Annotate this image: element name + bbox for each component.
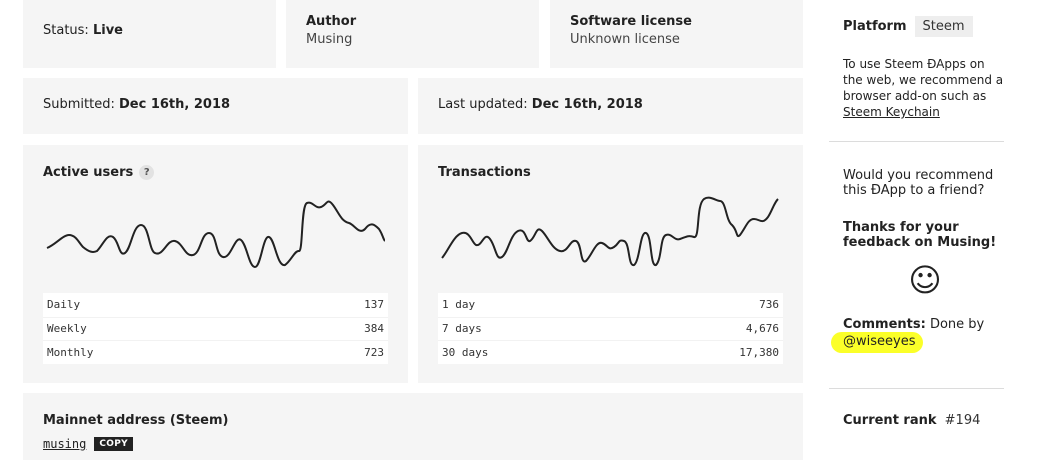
comments-text: Done by xyxy=(929,317,985,332)
feedback-thanks: Thanks for your feedback on Musing! xyxy=(843,220,997,250)
platform-tag[interactable]: Steem xyxy=(914,16,973,37)
submitted-text: Submitted: Dec 16th, 2018 xyxy=(43,97,230,112)
platform-note: To use Steem ĐApps on the web, we recomm… xyxy=(843,56,1005,120)
author-label: Author xyxy=(306,14,357,29)
author-value[interactable]: Musing xyxy=(306,32,353,47)
smiley-face-icon[interactable]: ☺ xyxy=(908,261,942,299)
license-label: Software license xyxy=(570,14,692,29)
recommend-question: Would you recommend this ĐApp to a frien… xyxy=(843,168,994,198)
divider xyxy=(829,388,1004,389)
stat-label: 7 days xyxy=(442,322,482,336)
stat-row: 1 day 736 xyxy=(438,293,783,317)
platform-row: Platform Steem xyxy=(843,16,1005,37)
active-users-title: Active users xyxy=(43,165,134,180)
transactions-card: Transactions 1 day 736 7 days 4,676 30 d… xyxy=(418,145,803,383)
divider xyxy=(829,141,1004,142)
platform-label: Platform xyxy=(843,19,907,34)
status-text: Status: Live xyxy=(43,23,123,38)
stat-value: 723 xyxy=(364,345,384,359)
stat-label: 1 day xyxy=(442,298,476,312)
stat-row: 7 days 4,676 xyxy=(438,316,783,341)
rank-label: Current rank xyxy=(843,413,937,428)
mainnet-address-link[interactable]: musing xyxy=(43,437,87,451)
rank-value: #194 xyxy=(944,413,981,428)
active-users-card: Active users? Daily 137 Weekly 384 Month… xyxy=(23,145,408,383)
stat-label: Monthly xyxy=(47,345,94,359)
comments-user-link[interactable]: @wiseeyes xyxy=(831,332,924,353)
comments: Comments: Done by xyxy=(843,317,1005,332)
active-users-sparkline xyxy=(46,200,385,268)
stat-value: 17,380 xyxy=(739,345,779,359)
transactions-stats: 1 day 736 7 days 4,676 30 days 17,380 xyxy=(438,293,783,364)
transactions-title: Transactions xyxy=(438,165,531,180)
updated-card: Last updated: Dec 16th, 2018 xyxy=(418,78,803,134)
submitted-label: Submitted: xyxy=(43,97,115,112)
transactions-sparkline xyxy=(441,196,779,267)
stat-label: Daily xyxy=(47,298,81,312)
stat-value: 137 xyxy=(364,298,384,312)
status-card: Status: Live xyxy=(23,0,276,68)
stat-row: Monthly 723 xyxy=(43,340,388,364)
license-card: Software license Unknown license xyxy=(550,0,803,68)
updated-value: Dec 16th, 2018 xyxy=(531,97,643,112)
rank-row: Current rank #194 xyxy=(843,413,1005,428)
active-users-heading: Active users? xyxy=(43,165,155,180)
submitted-card: Submitted: Dec 16th, 2018 xyxy=(23,78,408,134)
submitted-value: Dec 16th, 2018 xyxy=(118,97,231,112)
active-users-stats: Daily 137 Weekly 384 Monthly 723 xyxy=(43,293,388,364)
stat-value: 736 xyxy=(759,298,779,312)
stat-label: 30 days xyxy=(442,345,489,359)
comments-label: Comments: xyxy=(843,317,926,332)
stat-label: Weekly xyxy=(47,322,87,336)
copy-button[interactable]: COPY xyxy=(94,437,133,451)
mainnet-card: Mainnet address (Steem) musing COPY xyxy=(23,393,803,460)
mainnet-title: Mainnet address (Steem) xyxy=(43,413,229,428)
updated-label: Last updated: xyxy=(438,97,528,112)
updated-text: Last updated: Dec 16th, 2018 xyxy=(438,97,643,112)
comments-user-line: @wiseeyes xyxy=(831,332,1005,353)
stat-row: 30 days 17,380 xyxy=(438,340,783,364)
status-value: Live xyxy=(92,23,123,38)
stat-value: 384 xyxy=(364,322,384,336)
author-card: Author Musing xyxy=(286,0,539,68)
stat-row: Weekly 384 xyxy=(43,316,388,341)
platform-note-text: To use Steem ĐApps on the web, we recomm… xyxy=(843,57,1004,103)
keychain-link[interactable]: Steem Keychain xyxy=(843,105,940,119)
license-value: Unknown license xyxy=(570,32,680,47)
stat-row: Daily 137 xyxy=(43,293,388,317)
help-icon[interactable]: ? xyxy=(139,165,155,180)
status-label: Status: xyxy=(43,23,89,38)
stat-value: 4,676 xyxy=(745,322,779,336)
